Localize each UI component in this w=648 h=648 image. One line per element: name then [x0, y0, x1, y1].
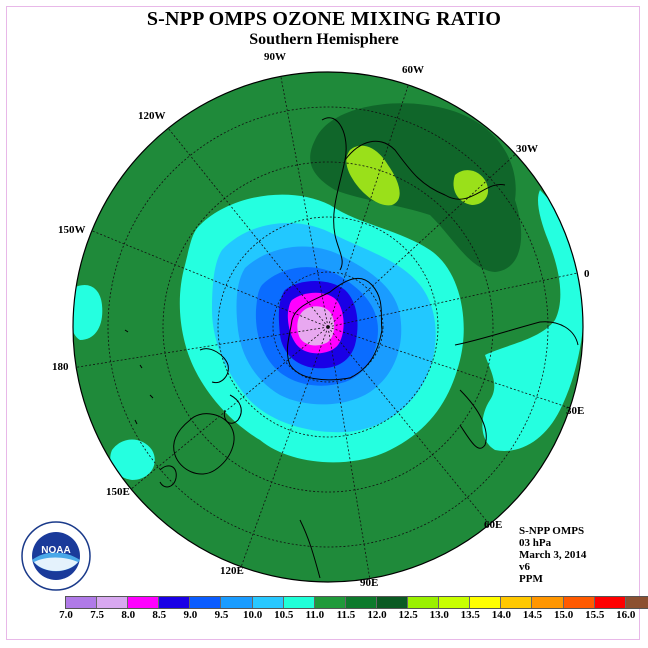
colorbar-cell: [345, 597, 377, 608]
colorbar-tick-label: 11.5: [336, 609, 356, 621]
colorbar: [65, 596, 648, 609]
ozone-peak-west: [346, 145, 400, 206]
colorbar-cell: [314, 597, 346, 608]
lon-label-0: 0: [584, 268, 590, 280]
colorbar-cell: [159, 597, 191, 608]
lon-label-150w: 150W: [58, 224, 86, 236]
colorbar-tick-label: 7.5: [90, 609, 104, 621]
colorbar-cell: [97, 597, 129, 608]
colorbar-tick-label: 8.0: [121, 609, 136, 621]
colorbar-tick-label: 7.0: [59, 609, 73, 621]
colorbar-tick-label: 11.0: [305, 609, 325, 621]
lon-label-90e: 90E: [360, 577, 379, 589]
colorbar-cell: [190, 597, 222, 608]
colorbar-cell: [376, 597, 409, 608]
ozone-peak-east: [453, 170, 489, 205]
colorbar-cell: [563, 597, 595, 608]
info-level: 03 hPa: [519, 537, 552, 549]
lon-label-30e: 30E: [566, 405, 585, 417]
ozone-region-11ppm-west: [73, 285, 103, 340]
map-title: S-NPP OMPS OZONE MIXING RATIO: [146, 8, 502, 30]
lon-label-120e: 120E: [220, 565, 244, 577]
coastlines: [124, 117, 579, 579]
colorbar-tick-label: 13.5: [460, 609, 480, 621]
lon-label-30w: 30W: [516, 143, 538, 155]
colorbar-cell: [221, 597, 253, 608]
noaa-logo-text: NOAA: [41, 545, 70, 556]
ozone-region-11ppm-southwest: [110, 439, 155, 480]
lon-label-60e: 60E: [484, 519, 503, 531]
colorbar-cell: [408, 597, 440, 608]
colorbar-cell: [252, 597, 284, 608]
colorbar-cell: [128, 597, 160, 608]
colorbar-tick-label: 9.5: [214, 609, 229, 621]
graticule: [73, 72, 583, 581]
colorbar-tick-label: 14.0: [491, 609, 512, 621]
product-info: S-NPP OMPS 03 hPa March 3, 2014 v6 PPM: [519, 525, 586, 585]
colorbar-tick-label: 14.5: [522, 609, 543, 621]
colorbar-tick-label: 15.5: [585, 609, 605, 621]
colorbar-cell: [625, 597, 648, 608]
colorbar-tick-label: 10.5: [274, 609, 294, 621]
colorbar-cell: [439, 597, 471, 608]
colorbar-ticks: 7.0 7.5 8.0 8.5 9.0 9.5 10.0 10.5 11.0 11.5 12.0 12…: [0, 609, 648, 623]
info-date: March 3, 2014: [519, 549, 587, 561]
colorbar-tick-label: 12.5: [398, 609, 418, 621]
colorbar-cell: [501, 597, 533, 608]
colorbar-tick-label: 13.0: [429, 609, 449, 621]
lon-label-90w: 90W: [264, 51, 286, 63]
colorbar-tick-label: 16.0: [616, 609, 636, 621]
colorbar-cell: [594, 597, 626, 608]
colorbar-tick-label: 10.0: [242, 609, 263, 621]
colorbar-cell: [532, 597, 564, 608]
lon-label-60w: 60W: [402, 64, 424, 76]
map-boundary: [72, 71, 584, 583]
info-units: PPM: [519, 573, 543, 585]
colorbar-cell: [66, 597, 98, 608]
lon-label-150e: 150E: [106, 486, 130, 498]
lon-label-120w: 120W: [138, 110, 166, 122]
ozone-region-11ppm-east: [482, 190, 583, 451]
colorbar-tick-label: 12.0: [367, 609, 387, 621]
info-version: v6: [519, 561, 530, 573]
colorbar-tick-label: 8.5: [152, 609, 167, 621]
colorbar-cell: [470, 597, 502, 608]
colorbar-tick-label: 9.0: [183, 609, 198, 621]
noaa-logo: NOAA: [21, 521, 91, 591]
colorbar-tick-label: 15.0: [553, 609, 574, 621]
map-subtitle: Southern Hemisphere: [249, 31, 399, 48]
lon-label-180: 180: [52, 361, 69, 373]
info-product: S-NPP OMPS: [519, 525, 585, 537]
map-frame: [6, 6, 640, 640]
colorbar-cell: [283, 597, 315, 608]
